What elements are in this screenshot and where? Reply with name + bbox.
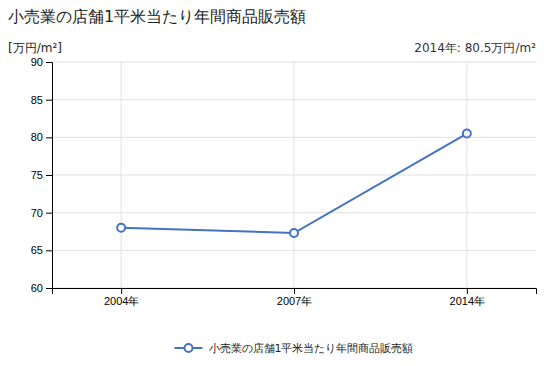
legend-item: 小売業の店舗1平米当たり年間商品販売額: [175, 342, 414, 355]
y-tick: 65: [31, 244, 52, 256]
plot: 60 65 70 75 80 85 90 2004年 2007年 2014年 [万円/m²] 2014…: [8, 41, 537, 307]
x-tick-mark: [294, 288, 295, 294]
y-tick-mark: [46, 100, 52, 101]
y-tick-mark: [46, 288, 52, 289]
x-tick-mark: [467, 288, 468, 294]
y-tick-mark: [46, 250, 52, 251]
grid: [52, 62, 536, 288]
chart: 小売業の店舗1平米当たり年間商品販売額606570758085902004年20…: [0, 0, 560, 366]
y-tick-label: 75: [31, 169, 43, 181]
x-tick-label: 2004年: [104, 295, 139, 307]
y-tick: 85: [31, 94, 52, 106]
y-axis: 60 65 70 75 80 85 90: [31, 56, 53, 294]
y-tick-label: 80: [31, 131, 43, 143]
x-axis: 2004年 2007年 2014年: [53, 288, 537, 307]
legend-marker: [185, 344, 193, 352]
x-tick-mark: [121, 288, 122, 294]
y-tick-label: 60: [31, 282, 43, 294]
legend-label: 小売業の店舗1平米当たり年間商品販売額: [209, 342, 414, 355]
y-tick: 60: [31, 282, 52, 294]
point: [117, 224, 125, 232]
grid-line-x: [466, 62, 467, 288]
y-tick: 90: [31, 56, 52, 68]
y-tick-mark: [46, 137, 52, 138]
y-axis-line: [46, 63, 53, 289]
y-tick-mark: [46, 175, 52, 176]
y-tick-mark: [46, 62, 52, 63]
x-tick-label: 2007年: [277, 295, 312, 307]
grid-line-x: [294, 62, 295, 288]
grid-line-x: [121, 62, 122, 288]
x-tick: 2014年: [450, 288, 485, 307]
y-tick: 70: [31, 207, 52, 219]
title: 小売業の店舗1平米当たり年間商品販売額: [8, 7, 306, 26]
point: [463, 130, 471, 138]
y-tick-label: 85: [31, 94, 43, 106]
y-tick-label: 65: [31, 244, 43, 256]
y-tick: 75: [31, 169, 52, 181]
y-tick: 80: [31, 131, 52, 143]
y-tick-label: 70: [31, 207, 43, 219]
x-tick-label: 2014年: [450, 295, 485, 307]
marks: [117, 130, 471, 237]
x-tick: 2004年: [104, 288, 139, 307]
y-axis-title: [万円/m²]: [8, 41, 62, 55]
legend: 小売業の店舗1平米当たり年間商品販売額: [175, 342, 414, 355]
y-tick-label: 90: [31, 56, 43, 68]
x-axis-line: [53, 289, 537, 295]
x-tick: 2007年: [277, 288, 312, 307]
line: [121, 134, 467, 233]
annotation: 2014年: 80.5万円/m²: [414, 41, 536, 55]
y-tick-mark: [46, 213, 52, 214]
point: [290, 229, 298, 237]
